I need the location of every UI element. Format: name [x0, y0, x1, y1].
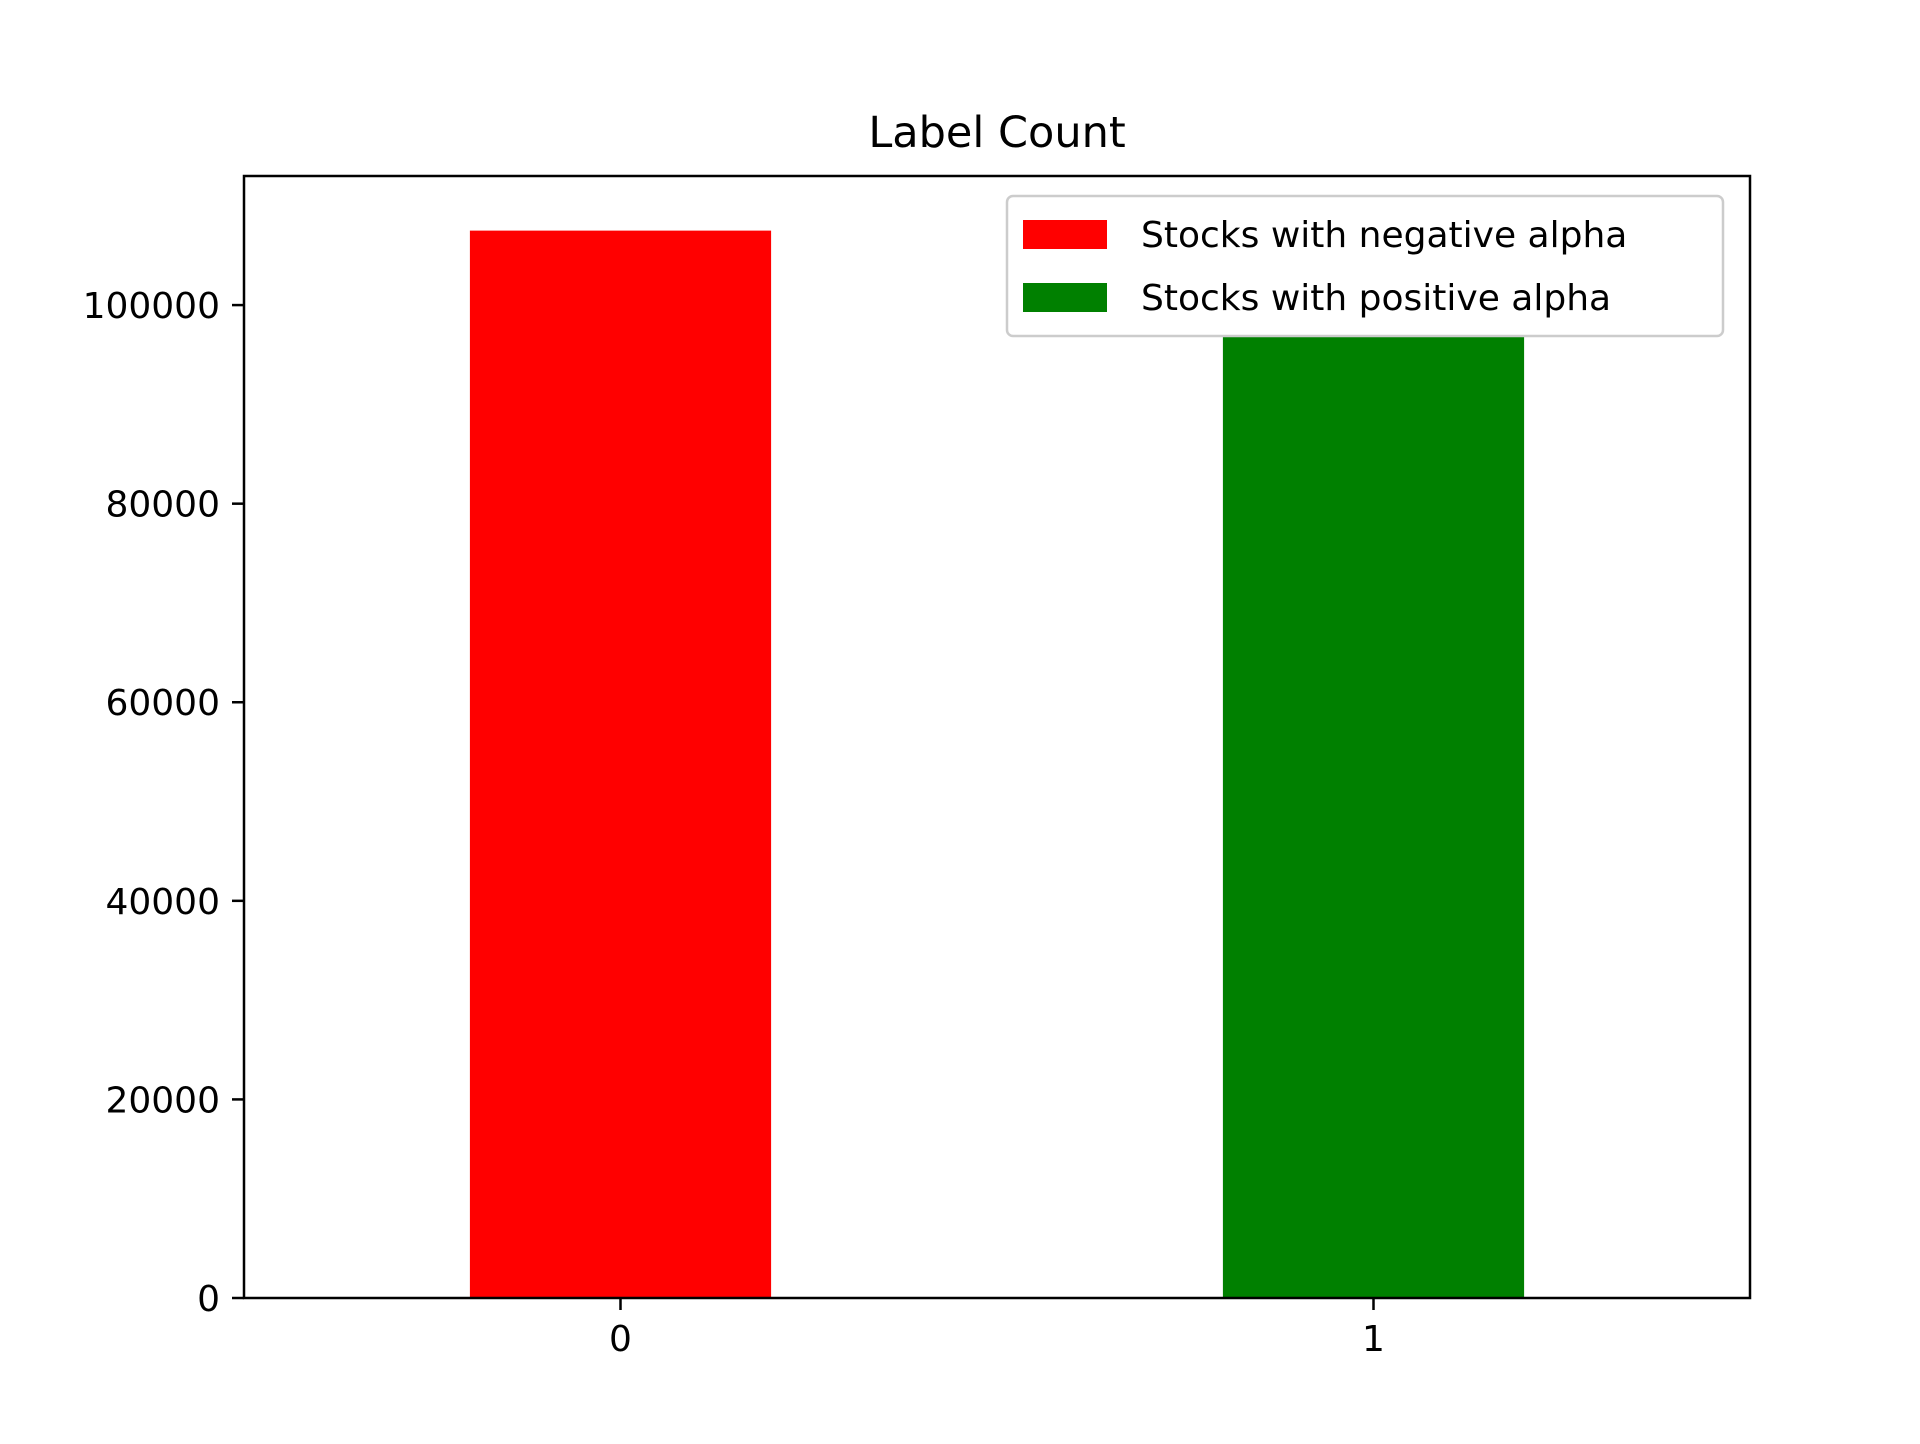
plot-area-frame [242, 174, 1752, 1300]
y-tick-label: 80000 [105, 485, 220, 526]
legend-label: Stocks with positive alpha [1141, 278, 1611, 319]
bars [469, 230, 1525, 1299]
y-tick-label: 20000 [105, 1080, 220, 1121]
x-tick-label: 0 [609, 1319, 632, 1360]
legend-swatch [1023, 283, 1107, 312]
bar-0 [469, 230, 772, 1299]
y-tick-label: 60000 [105, 683, 220, 724]
x-tick-label: 1 [1362, 1319, 1385, 1360]
legend-box [1005, 194, 1725, 338]
legend: Stocks with negative alpha Stocks with po… [1005, 194, 1725, 338]
y-tick-label: 0 [197, 1279, 220, 1320]
y-tick-label: 40000 [105, 882, 220, 923]
y-axis: 0 20000 40000 60000 80000 100000 [83, 286, 244, 1320]
legend-swatch [1023, 220, 1107, 249]
y-tick-label: 100000 [83, 286, 220, 327]
bar-1 [1222, 336, 1525, 1298]
chart-title: Label Count [868, 108, 1125, 158]
legend-label: Stocks with negative alpha [1141, 215, 1627, 256]
